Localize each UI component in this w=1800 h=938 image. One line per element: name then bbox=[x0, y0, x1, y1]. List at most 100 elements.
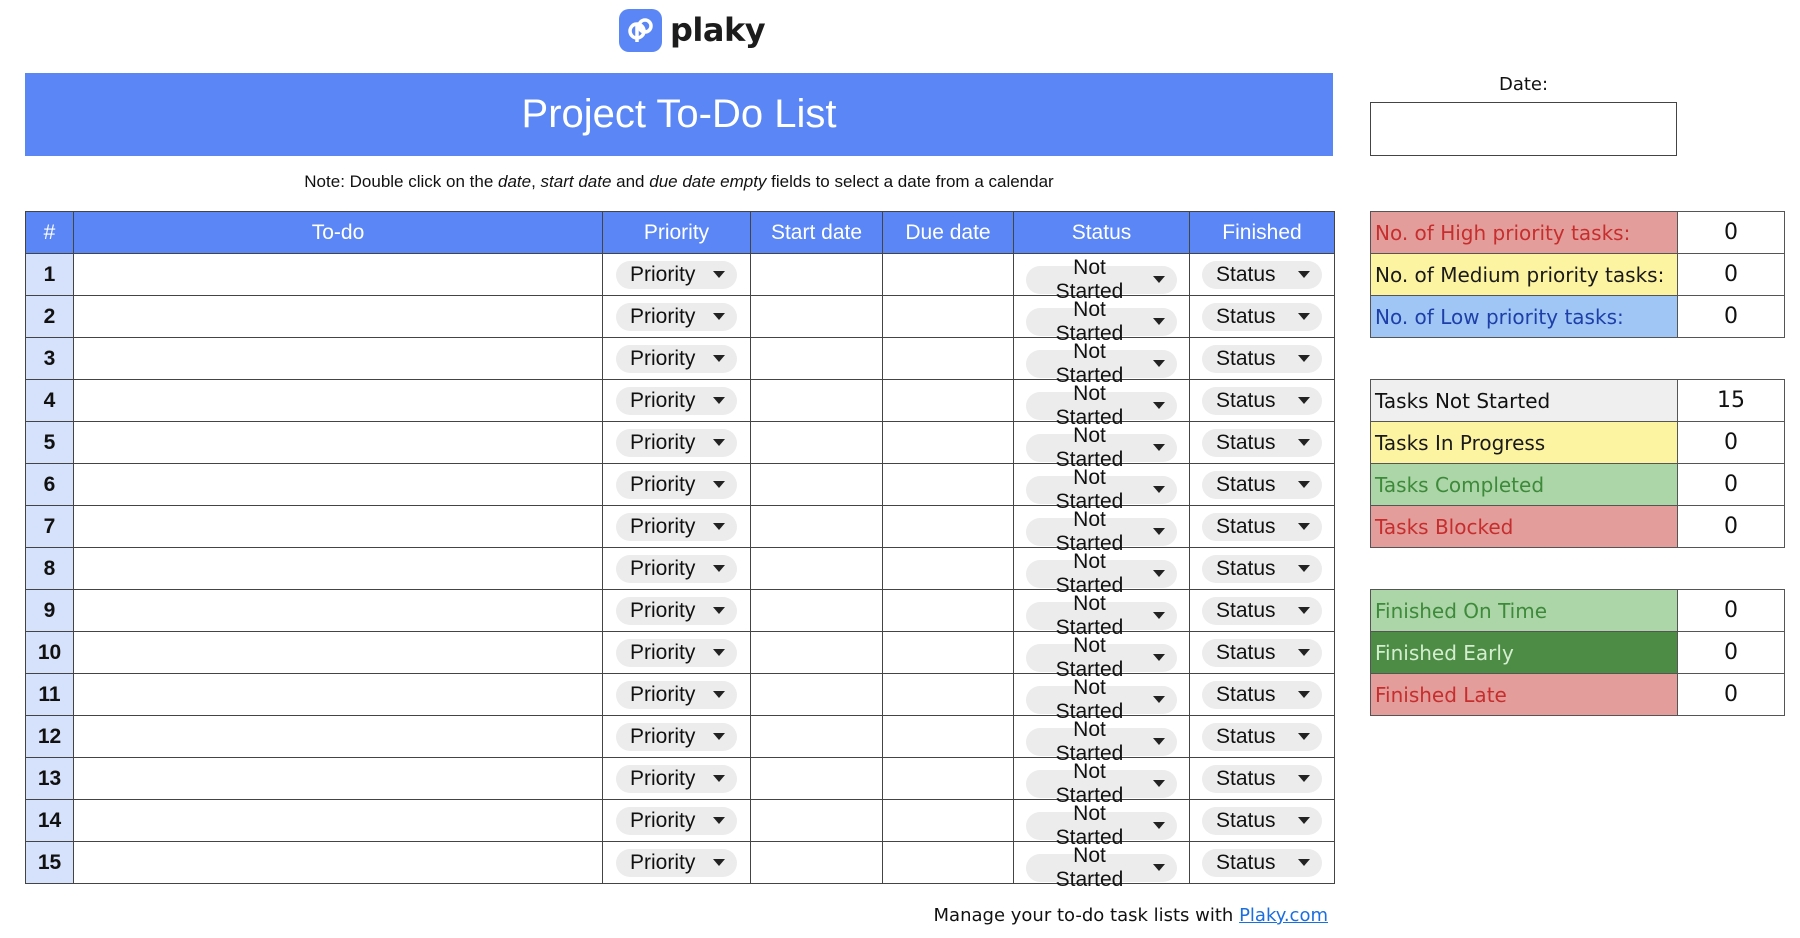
status-dropdown[interactable]: Not Started bbox=[1026, 802, 1177, 849]
finished-dropdown[interactable]: Status bbox=[1202, 848, 1322, 877]
todo-cell[interactable] bbox=[73, 421, 603, 464]
finished-dropdown[interactable]: Status bbox=[1202, 512, 1322, 541]
todo-cell[interactable] bbox=[73, 757, 603, 800]
finished-dropdown[interactable]: Status bbox=[1202, 806, 1322, 835]
todo-cell[interactable] bbox=[73, 379, 603, 422]
due-date-cell[interactable] bbox=[882, 421, 1014, 464]
start-date-cell[interactable] bbox=[750, 295, 883, 338]
dropdown-arrow-icon bbox=[1298, 859, 1310, 866]
due-date-cell[interactable] bbox=[882, 799, 1014, 842]
finished-dropdown[interactable]: Status bbox=[1202, 344, 1322, 373]
finished-dropdown[interactable]: Status bbox=[1202, 428, 1322, 457]
status-dropdown[interactable]: Not Started bbox=[1026, 340, 1177, 387]
status-cell: Not Started bbox=[1013, 463, 1190, 513]
start-date-cell[interactable] bbox=[750, 463, 883, 506]
finished-dropdown[interactable]: Status bbox=[1202, 764, 1322, 793]
due-date-cell[interactable] bbox=[882, 631, 1014, 674]
finished-dropdown[interactable]: Status bbox=[1202, 596, 1322, 625]
start-date-cell[interactable] bbox=[750, 841, 883, 884]
todo-cell[interactable] bbox=[73, 253, 603, 296]
start-date-cell[interactable] bbox=[750, 421, 883, 464]
status-dropdown[interactable]: Not Started bbox=[1026, 760, 1177, 807]
priority-dropdown[interactable]: Priority bbox=[616, 512, 737, 541]
status-dropdown[interactable]: Not Started bbox=[1026, 550, 1177, 597]
priority-dropdown[interactable]: Priority bbox=[616, 302, 737, 331]
priority-dropdown[interactable]: Priority bbox=[616, 386, 737, 415]
date-input[interactable] bbox=[1370, 102, 1677, 156]
status-dropdown[interactable]: Not Started bbox=[1026, 256, 1177, 303]
finished-dropdown[interactable]: Status bbox=[1202, 554, 1322, 583]
due-date-cell[interactable] bbox=[882, 841, 1014, 884]
start-date-cell[interactable] bbox=[750, 799, 883, 842]
todo-cell[interactable] bbox=[73, 337, 603, 380]
todo-cell[interactable] bbox=[73, 295, 603, 338]
start-date-cell[interactable] bbox=[750, 253, 883, 296]
priority-dropdown[interactable]: Priority bbox=[616, 638, 737, 667]
priority-dropdown[interactable]: Priority bbox=[616, 344, 737, 373]
finished-dropdown[interactable]: Status bbox=[1202, 386, 1322, 415]
priority-dropdown[interactable]: Priority bbox=[616, 764, 737, 793]
due-date-cell[interactable] bbox=[882, 589, 1014, 632]
status-dropdown[interactable]: Not Started bbox=[1026, 466, 1177, 513]
priority-dropdown[interactable]: Priority bbox=[616, 428, 737, 457]
finished-dropdown[interactable]: Status bbox=[1202, 680, 1322, 709]
status-dropdown[interactable]: Not Started bbox=[1026, 634, 1177, 681]
due-date-cell[interactable] bbox=[882, 757, 1014, 800]
dropdown-arrow-icon bbox=[713, 355, 725, 362]
status-dropdown[interactable]: Not Started bbox=[1026, 424, 1177, 471]
todo-cell[interactable] bbox=[73, 841, 603, 884]
plaky-link[interactable]: Plaky.com bbox=[1239, 905, 1328, 926]
due-date-cell[interactable] bbox=[882, 337, 1014, 380]
due-date-cell[interactable] bbox=[882, 715, 1014, 758]
todo-cell[interactable] bbox=[73, 547, 603, 590]
finished-dropdown[interactable]: Status bbox=[1202, 260, 1322, 289]
start-date-cell[interactable] bbox=[750, 757, 883, 800]
todo-cell[interactable] bbox=[73, 799, 603, 842]
finished-cell: Status bbox=[1189, 379, 1335, 422]
status-dropdown[interactable]: Not Started bbox=[1026, 508, 1177, 555]
status-dropdown[interactable]: Not Started bbox=[1026, 676, 1177, 723]
todo-cell[interactable] bbox=[73, 589, 603, 632]
todo-cell[interactable] bbox=[73, 463, 603, 506]
priority-dropdown[interactable]: Priority bbox=[616, 806, 737, 835]
todo-cell[interactable] bbox=[73, 715, 603, 758]
due-date-cell[interactable] bbox=[882, 547, 1014, 590]
finished-dropdown[interactable]: Status bbox=[1202, 638, 1322, 667]
priority-dropdown[interactable]: Priority bbox=[616, 596, 737, 625]
due-date-cell[interactable] bbox=[882, 463, 1014, 506]
due-date-cell[interactable] bbox=[882, 673, 1014, 716]
status-dropdown[interactable]: Not Started bbox=[1026, 382, 1177, 429]
start-date-cell[interactable] bbox=[750, 379, 883, 422]
priority-dropdown[interactable]: Priority bbox=[616, 554, 737, 583]
status-dropdown[interactable]: Not Started bbox=[1026, 844, 1177, 891]
priority-dropdown[interactable]: Priority bbox=[616, 722, 737, 751]
priority-dropdown[interactable]: Priority bbox=[616, 260, 737, 289]
finished-dropdown[interactable]: Status bbox=[1202, 302, 1322, 331]
stat-value: 0 bbox=[1677, 253, 1785, 296]
finished-dropdown[interactable]: Status bbox=[1202, 722, 1322, 751]
start-date-cell[interactable] bbox=[750, 337, 883, 380]
dropdown-arrow-icon bbox=[1298, 523, 1310, 530]
due-date-cell[interactable] bbox=[882, 295, 1014, 338]
due-date-cell[interactable] bbox=[882, 379, 1014, 422]
start-date-cell[interactable] bbox=[750, 589, 883, 632]
status-dropdown[interactable]: Not Started bbox=[1026, 298, 1177, 345]
status-dropdown[interactable]: Not Started bbox=[1026, 718, 1177, 765]
due-date-cell[interactable] bbox=[882, 253, 1014, 296]
dropdown-arrow-icon bbox=[1153, 402, 1165, 409]
todo-cell[interactable] bbox=[73, 631, 603, 674]
due-date-cell[interactable] bbox=[882, 505, 1014, 548]
priority-dropdown[interactable]: Priority bbox=[616, 848, 737, 877]
priority-dropdown[interactable]: Priority bbox=[616, 680, 737, 709]
start-date-cell[interactable] bbox=[750, 547, 883, 590]
status-dropdown[interactable]: Not Started bbox=[1026, 592, 1177, 639]
row-number: 8 bbox=[25, 547, 74, 590]
todo-cell[interactable] bbox=[73, 505, 603, 548]
start-date-cell[interactable] bbox=[750, 505, 883, 548]
priority-dropdown[interactable]: Priority bbox=[616, 470, 737, 499]
start-date-cell[interactable] bbox=[750, 715, 883, 758]
start-date-cell[interactable] bbox=[750, 631, 883, 674]
todo-cell[interactable] bbox=[73, 673, 603, 716]
finished-dropdown[interactable]: Status bbox=[1202, 470, 1322, 499]
start-date-cell[interactable] bbox=[750, 673, 883, 716]
